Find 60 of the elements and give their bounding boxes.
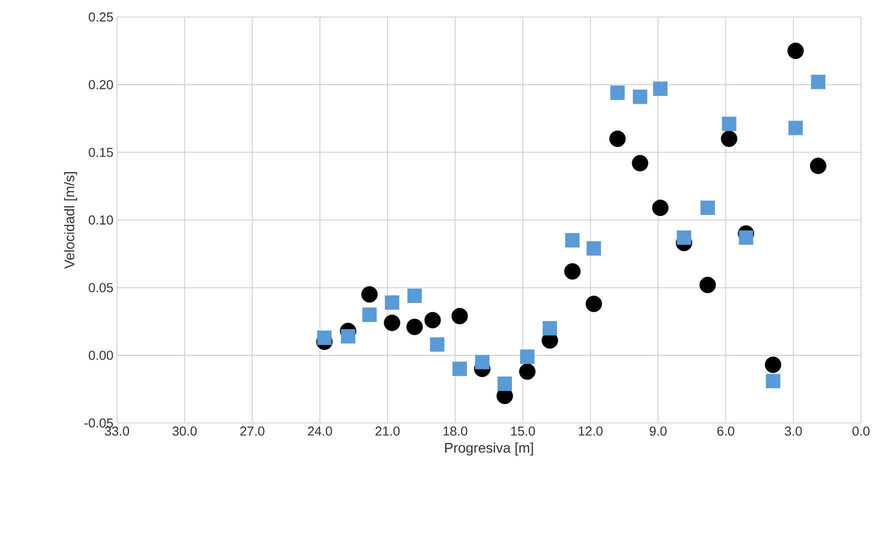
- point: [653, 82, 668, 96]
- point: [407, 288, 422, 303]
- point: [700, 200, 715, 216]
- point: [632, 154, 648, 172]
- point: [722, 116, 736, 132]
- point: [362, 308, 377, 322]
- point: [451, 308, 468, 324]
- point: [810, 74, 826, 90]
- point: [586, 296, 602, 312]
- point: [720, 130, 738, 147]
- point: [766, 374, 780, 388]
- y-tick-label: 0.20: [88, 80, 113, 90]
- x-tick-label: 30.0: [172, 426, 197, 436]
- point: [676, 230, 692, 245]
- y-tick-label: 0.05: [88, 283, 113, 292]
- point: [652, 200, 669, 216]
- y-tick-label: 0.25: [88, 12, 113, 22]
- y-tick-label: 0.10: [88, 215, 113, 225]
- x-tick-label: 18.0: [444, 426, 468, 436]
- point: [406, 318, 423, 336]
- x-tick-label: 15.0: [511, 426, 535, 436]
- point: [519, 363, 536, 380]
- point: [632, 90, 648, 104]
- point: [542, 321, 558, 336]
- x-tick-label: 21.0: [376, 426, 400, 436]
- point: [565, 233, 580, 248]
- y-tick-label: -0.05: [84, 418, 113, 428]
- point: [520, 349, 535, 364]
- point: [361, 286, 378, 303]
- point: [764, 356, 782, 374]
- point: [609, 130, 626, 147]
- point: [384, 314, 400, 332]
- point: [564, 263, 581, 280]
- x-tick-label: 9.0: [650, 426, 667, 436]
- x-tick-label: 3.0: [784, 426, 802, 436]
- y-axis-title: Velocidadl [m/s]: [64, 172, 78, 269]
- point: [317, 330, 332, 345]
- x-tick-label: 27.0: [240, 426, 264, 436]
- x-tick-label: 33.0: [104, 426, 130, 436]
- x-tick-label: 0.0: [852, 426, 870, 436]
- point: [586, 241, 602, 256]
- x-tick-label: 12.0: [578, 426, 603, 436]
- point: [424, 312, 441, 328]
- point: [340, 329, 356, 344]
- point: [430, 337, 444, 352]
- point: [787, 42, 804, 60]
- point: [498, 376, 512, 391]
- point: [738, 230, 754, 245]
- x-tick-label: 24.0: [308, 426, 332, 436]
- x-tick-label: 6.0: [717, 426, 734, 436]
- point: [788, 120, 803, 136]
- point: [452, 362, 467, 376]
- point: [810, 158, 826, 174]
- point: [384, 295, 400, 310]
- point: [610, 86, 625, 100]
- point: [699, 276, 716, 294]
- y-tick-label: 0.00: [88, 350, 113, 360]
- x-axis-title: Progresiva [m]: [445, 442, 533, 456]
- point: [475, 354, 490, 370]
- y-tick-label: 0.15: [88, 148, 113, 157]
